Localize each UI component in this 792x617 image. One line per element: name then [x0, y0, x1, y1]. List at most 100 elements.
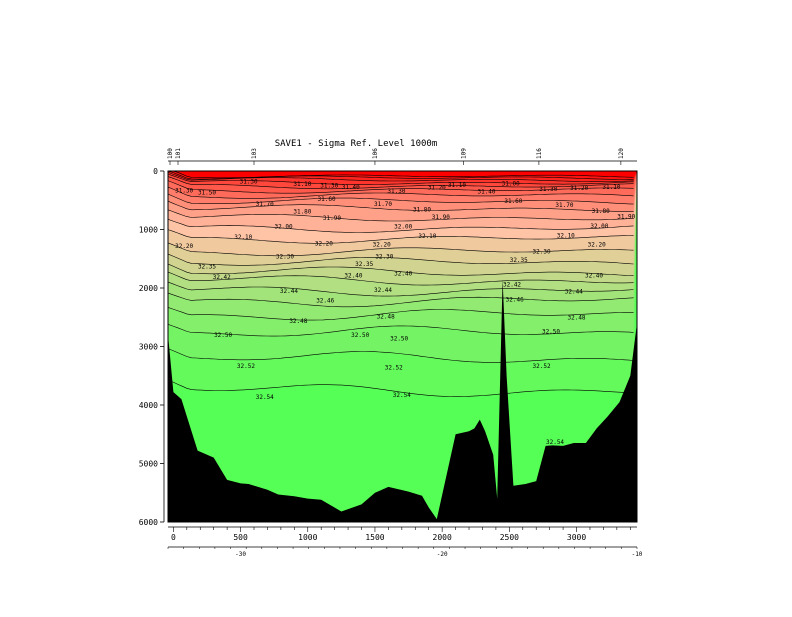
contour-label: 31.80 — [592, 208, 610, 215]
y-tick-label: 3000 — [139, 343, 158, 352]
x-tick-label: 2500 — [500, 533, 519, 542]
contour-label: 32.10 — [418, 233, 436, 240]
contour-label: 32.35 — [198, 263, 216, 270]
top-axis-label: 106 — [372, 148, 379, 159]
isoline-32.46 — [168, 292, 634, 308]
top-axis-label: 116 — [536, 148, 543, 159]
contour-label: 31.10 — [448, 182, 466, 189]
isoline-32.54 — [168, 379, 634, 397]
contour-label: 32.35 — [355, 261, 373, 268]
x-tick-label: 1000 — [298, 533, 317, 542]
contour-label: 32.54 — [546, 439, 564, 446]
contour-label: 32.40 — [394, 270, 412, 277]
contour-label: 32.44 — [374, 287, 392, 294]
contour-label: 31.20 — [428, 184, 446, 191]
contour-label: 32.54 — [256, 394, 274, 401]
contour-label: 31.30 — [539, 186, 557, 193]
x-tick-label: 0 — [171, 533, 176, 542]
contour-label: 31.80 — [413, 207, 431, 214]
top-axis-label: 120 — [618, 148, 625, 159]
plot-border — [167, 170, 638, 523]
isoline-32.1 — [168, 219, 634, 233]
contour-label: 31.10 — [293, 181, 311, 188]
contour-label: 32.30 — [276, 253, 294, 260]
contour-lines — [168, 171, 634, 397]
contour-label: 31.40 — [342, 184, 360, 191]
contour-label: 32.00 — [275, 224, 293, 231]
top-axis-label: 100 — [167, 148, 174, 159]
contour-label: 32.44 — [280, 288, 298, 295]
axes: 0 1000 2000 3000 4000 5000 6000 0 500 1000 1500 200… — [139, 148, 643, 558]
y-tick-label: 4000 — [139, 401, 158, 410]
isoline-31.5 — [168, 176, 634, 190]
isoline-32.5 — [168, 324, 634, 337]
secondary-tick-label: -30 — [235, 551, 246, 558]
contour-labels: 31.30 31.50 31.30 31.10 31.30 31.40 31.30 31.20… — [175, 179, 636, 446]
contour-label: 32.46 — [506, 297, 524, 304]
contour-label: 32.40 — [344, 273, 362, 280]
isoline-31.8 — [168, 193, 634, 205]
seafloor — [168, 279, 637, 522]
contour-label: 31.50 — [198, 190, 216, 197]
contour-label: 31.70 — [555, 202, 573, 209]
contour-label: 32.20 — [175, 243, 193, 250]
contour-label: 32.30 — [375, 253, 393, 260]
plot-frame — [167, 170, 638, 523]
isoline-32.3 — [168, 242, 634, 257]
x-tick-label: 2000 — [433, 533, 452, 542]
contour-label: 31.30 — [240, 179, 258, 186]
x-tick-label: 500 — [233, 533, 248, 542]
isoline-32.42 — [168, 271, 634, 286]
isoline-31.9 — [168, 200, 634, 212]
isoline-32.44 — [168, 281, 634, 297]
top-axis-label: 101 — [175, 148, 182, 159]
y-tick-label: 1000 — [139, 226, 158, 235]
contour-label: 32.54 — [393, 392, 411, 399]
contour-label: 31.30 — [320, 183, 338, 190]
contour-label: 32.50 — [542, 328, 560, 335]
contour-label: 32.50 — [351, 332, 369, 339]
contour-label: 32.44 — [565, 289, 583, 296]
contour-label: 31.90 — [432, 214, 450, 221]
contour-label: 32.50 — [214, 332, 232, 339]
contour-label: 32.52 — [237, 363, 255, 370]
contour-label: 32.10 — [234, 234, 252, 241]
contour-label: 32.52 — [533, 363, 551, 370]
contour-label: 32.48 — [377, 314, 395, 321]
contour-label: 31.60 — [504, 198, 522, 205]
contour-label: 32.20 — [315, 241, 333, 248]
contour-label: 32.52 — [385, 365, 403, 372]
contour-label: 31.40 — [477, 188, 495, 195]
contour-label: 32.00 — [394, 224, 412, 231]
y-tick-label: 2000 — [139, 284, 158, 293]
contour-label: 31.30 — [175, 187, 193, 194]
x-tick-label: 3000 — [567, 533, 586, 542]
isoline-31.2 — [168, 171, 634, 180]
y-tick-label: 6000 — [139, 518, 158, 527]
contour-label: 32.50 — [390, 335, 408, 342]
isoline-32.4 — [168, 263, 634, 276]
top-axis-label: 109 — [461, 148, 468, 159]
secondary-tick-label: -10 — [632, 551, 643, 558]
contour-label: 31.90 — [617, 214, 635, 221]
isoline-32.35 — [168, 253, 634, 266]
contour-label: 31.90 — [323, 215, 341, 222]
contour-label: 32.42 — [503, 281, 521, 288]
isoline-32.52 — [168, 348, 634, 363]
contour-label: 31.80 — [293, 208, 311, 215]
isoline-32.2 — [168, 229, 634, 244]
isoline-31.4 — [168, 173, 634, 185]
secondary-tick-label: -20 — [437, 551, 448, 558]
contour-label: 31.60 — [318, 196, 336, 203]
contour-label: 32.48 — [567, 314, 585, 321]
chart-title: SAVE1 - Sigma Ref. Level 1000m — [275, 139, 438, 149]
contour-label: 31.20 — [570, 185, 588, 192]
contour-label: 32.48 — [289, 318, 307, 325]
isoline-31.7 — [168, 186, 634, 199]
contour-label: 32.46 — [316, 297, 334, 304]
isoline-32 — [168, 209, 634, 222]
contour-label: 32.20 — [588, 242, 606, 249]
contour-label: 32.00 — [590, 223, 608, 230]
contour-label: 32.35 — [510, 257, 528, 264]
